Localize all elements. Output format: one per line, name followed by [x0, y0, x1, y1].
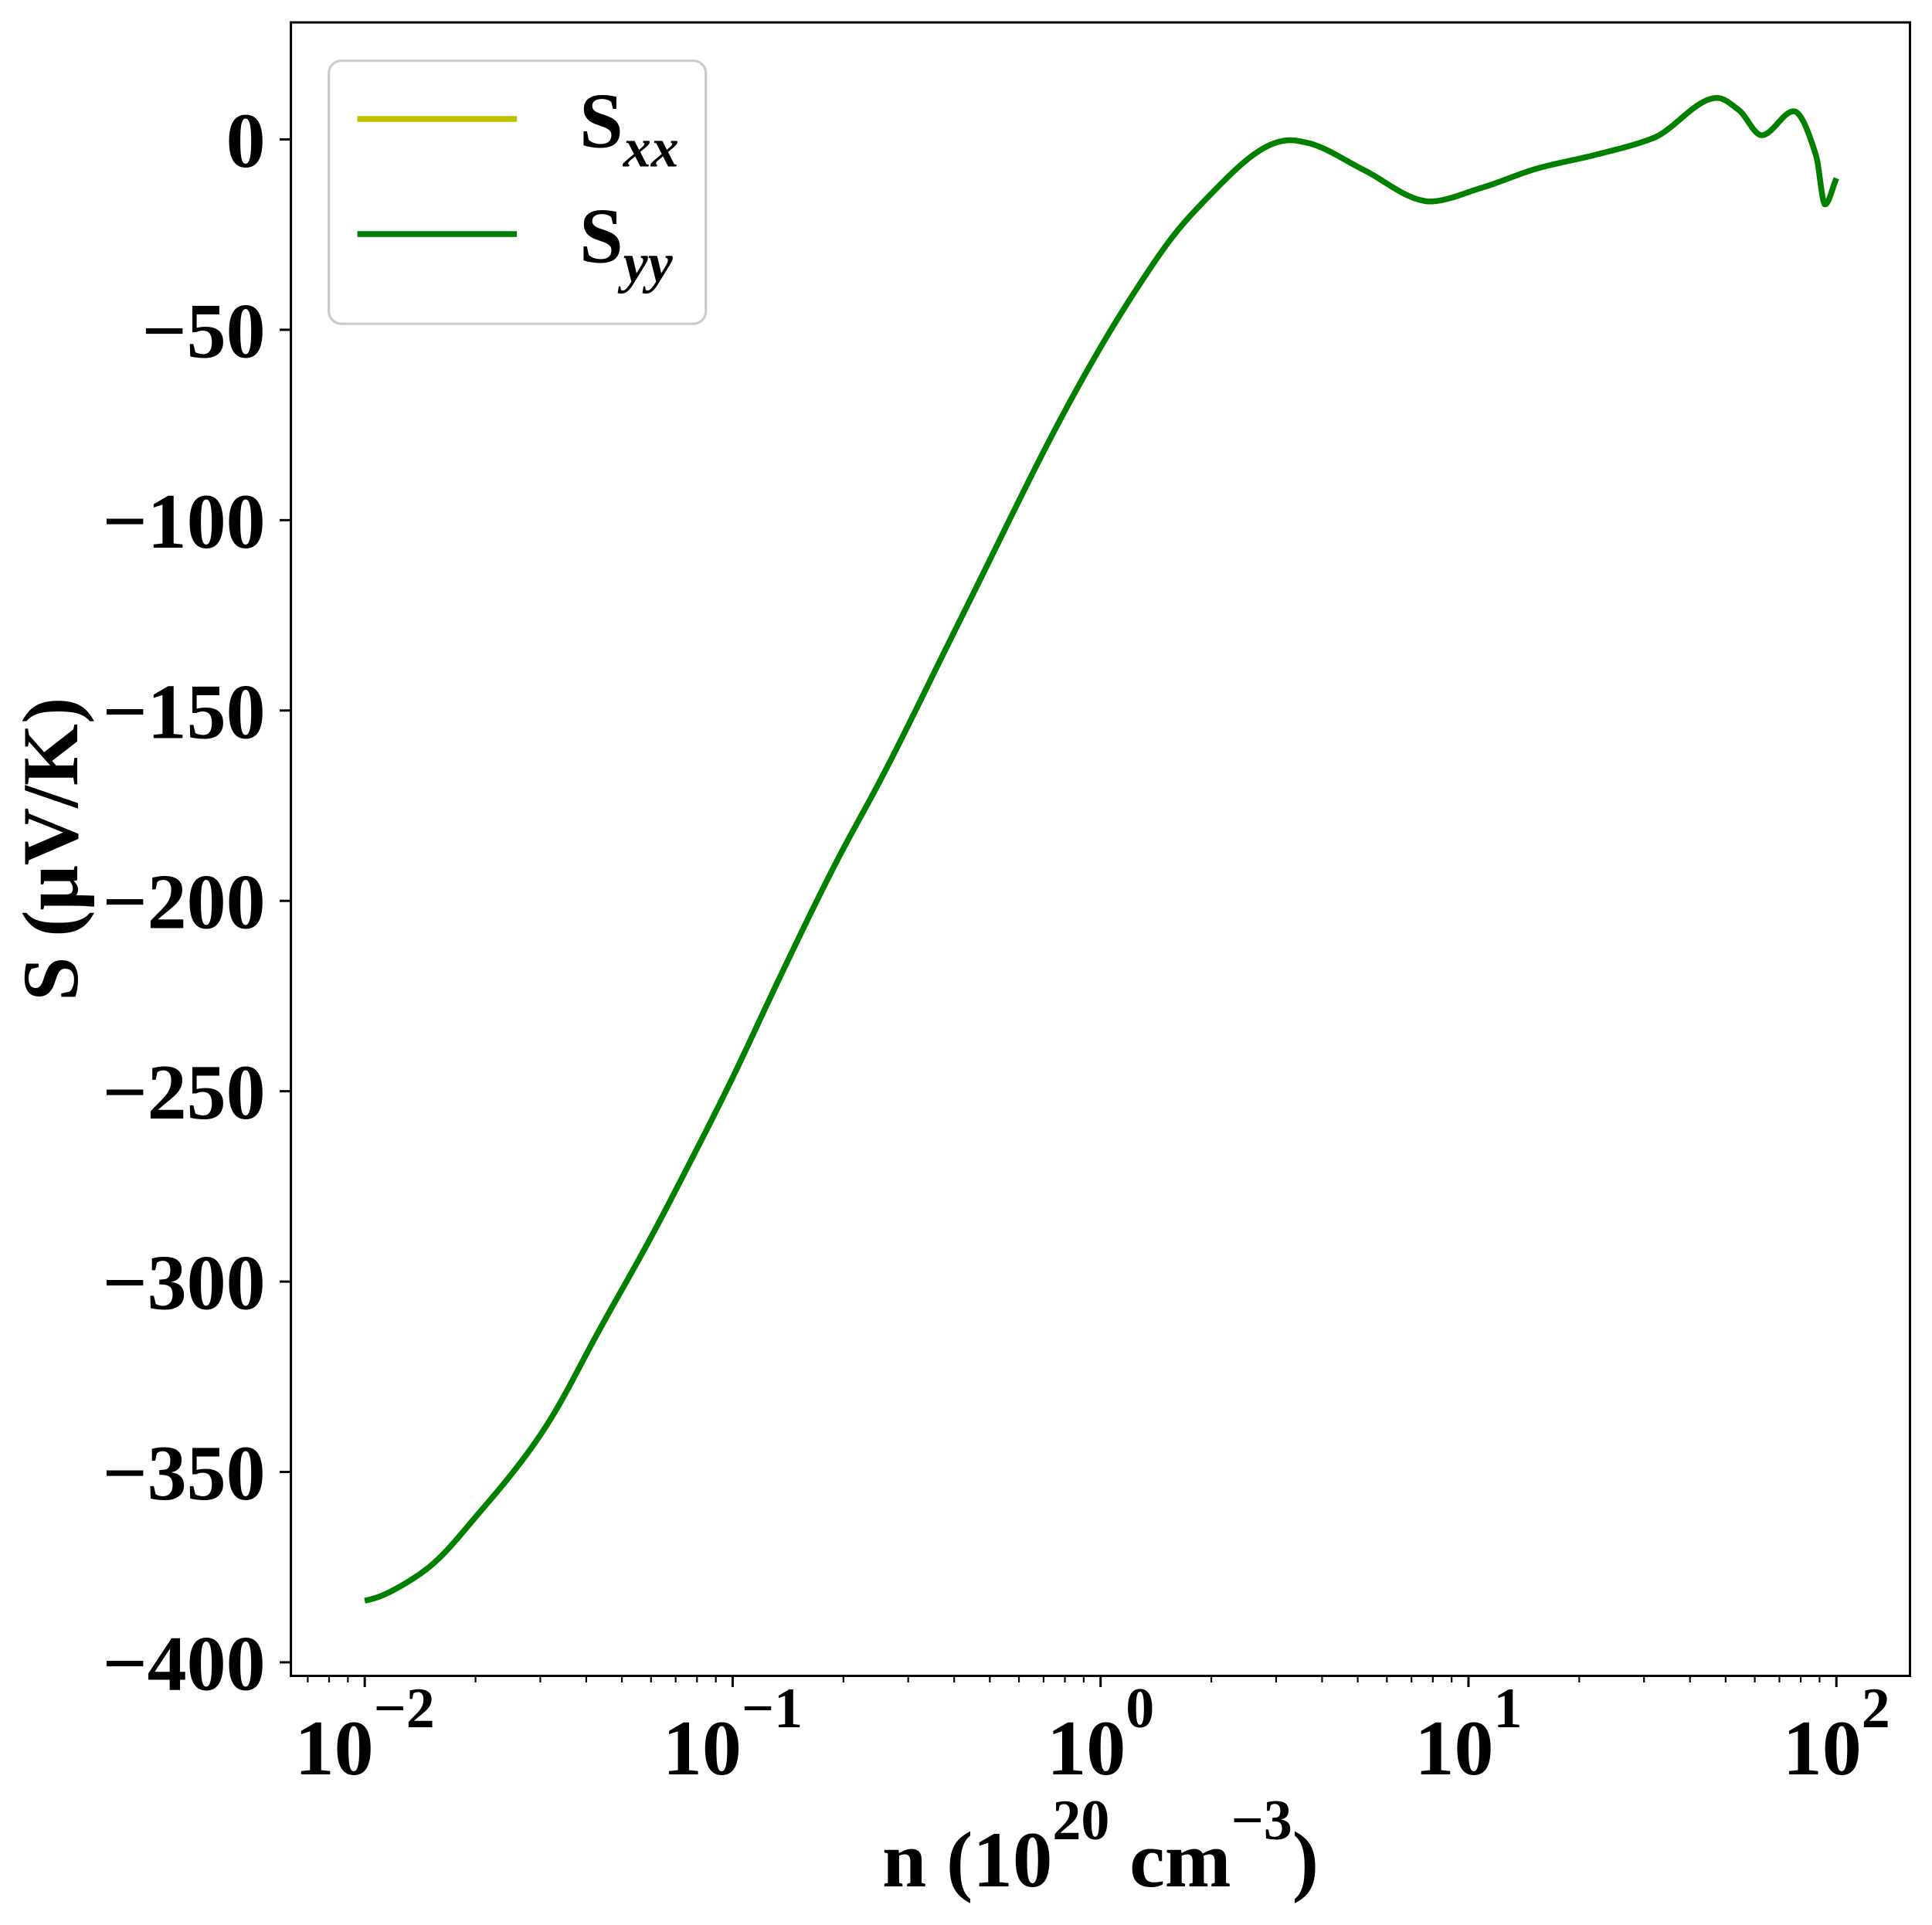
x-tick-label: 101 [1414, 1677, 1522, 1792]
y-tick-label: −200 [102, 859, 265, 946]
ticks [280, 138, 1838, 1687]
x-tick-label: 10−1 [663, 1677, 803, 1792]
y-tick-label: −150 [102, 668, 265, 755]
y-tick-label: −50 [141, 287, 265, 375]
x-axis-label: n (1020 cm−3) [882, 1789, 1319, 1904]
y-tick-label: −350 [102, 1430, 265, 1517]
y-tick-label: 0 [226, 97, 266, 185]
y-tick-label: −250 [102, 1049, 265, 1136]
legend-frame [328, 59, 708, 325]
y-axis-label: S (μV/K) [7, 698, 95, 1001]
x-tick-label: 102 [1783, 1677, 1890, 1792]
x-tick-label: 100 [1047, 1677, 1154, 1792]
y-tick-label: −300 [102, 1240, 265, 1327]
y-tick-label: −400 [102, 1620, 265, 1707]
x-tick-label: 10−2 [295, 1677, 435, 1792]
legend-label-0: Sxx [579, 78, 679, 179]
legend: Sxx Syy [328, 59, 708, 325]
series-line-S_yy [363, 95, 1839, 1604]
y-tick-label: −100 [102, 478, 265, 565]
legend-label-1: Syy [579, 193, 674, 294]
